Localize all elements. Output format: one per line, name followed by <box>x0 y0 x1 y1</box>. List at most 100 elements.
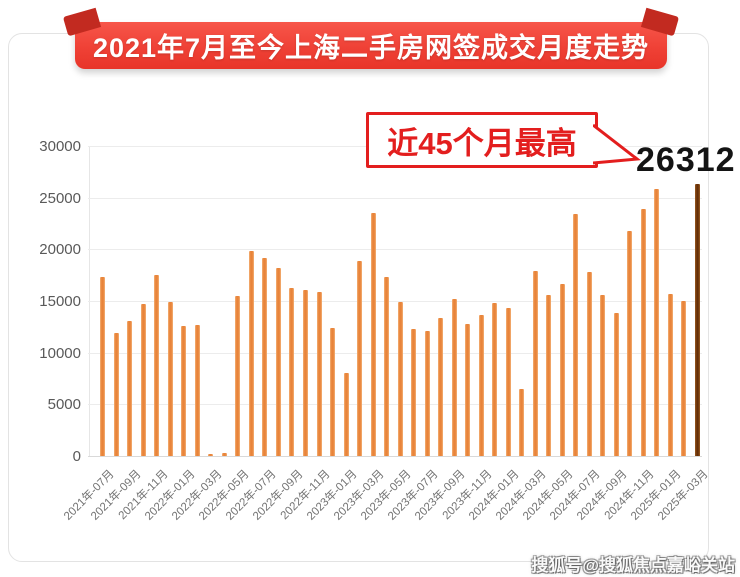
bar <box>208 454 214 456</box>
bar <box>397 302 403 456</box>
bar <box>600 294 606 456</box>
bar <box>330 327 336 456</box>
bar <box>505 308 511 456</box>
bar <box>384 277 390 456</box>
bar-slot <box>272 146 286 456</box>
bar <box>627 230 633 456</box>
bar <box>532 271 538 456</box>
bar-slot <box>339 146 353 456</box>
bar <box>343 373 349 456</box>
bar-slot <box>353 146 367 456</box>
bar-slot <box>285 146 299 456</box>
bar-slot <box>501 146 515 456</box>
bar-slot <box>650 146 664 456</box>
bar <box>316 291 322 456</box>
bar <box>519 388 525 456</box>
gridline <box>88 249 702 251</box>
bar-slot <box>393 146 407 456</box>
bar <box>465 323 471 456</box>
y-tick-label: 15000 <box>39 293 81 310</box>
bar-slot <box>191 146 205 456</box>
title-banner: 2021年7月至今上海二手房网签成交月度走势 <box>62 7 680 69</box>
bar <box>167 302 173 456</box>
bar <box>275 267 281 456</box>
bar-slot <box>299 146 313 456</box>
bars-area <box>96 146 704 456</box>
bar-slot <box>177 146 191 456</box>
bar <box>640 209 646 456</box>
bar-slot <box>326 146 340 456</box>
bar-slot <box>407 146 421 456</box>
gridline <box>88 301 702 302</box>
bar-slot <box>164 146 178 456</box>
callout-pointer-icon <box>593 123 641 165</box>
bar <box>262 257 268 456</box>
annotation-label: 近45个月最高 <box>387 125 577 161</box>
bar-slot <box>110 146 124 456</box>
bar <box>654 189 660 456</box>
bar <box>221 452 227 456</box>
bar-slot <box>569 146 583 456</box>
bar-slot <box>366 146 380 456</box>
bar <box>113 333 119 456</box>
bar <box>546 294 552 456</box>
chart-title: 2021年7月至今上海二手房网签成交月度走势 <box>92 33 650 63</box>
bar-slot <box>461 146 475 456</box>
bar <box>451 298 457 456</box>
bar-slot <box>664 146 678 456</box>
bar-slot <box>312 146 326 456</box>
bar-slot <box>556 146 570 456</box>
annotation-callout: 近45个月最高 <box>366 112 598 168</box>
bar-slot <box>123 146 137 456</box>
y-tick-label: 25000 <box>39 189 81 207</box>
y-tick-label: 20000 <box>39 241 81 259</box>
bar-slot <box>677 146 691 456</box>
bar <box>681 301 687 456</box>
bar-slot <box>474 146 488 456</box>
bar-slot <box>583 146 597 456</box>
gridline <box>88 404 702 406</box>
bar-slot <box>420 146 434 456</box>
bar-slot <box>137 146 151 456</box>
bar-slot <box>515 146 529 456</box>
y-tick-label: 10000 <box>39 344 81 362</box>
bar <box>100 277 106 456</box>
bar <box>140 304 146 456</box>
y-tick-label: 5000 <box>47 396 81 414</box>
bar <box>302 289 308 456</box>
bar <box>357 260 363 456</box>
bar <box>613 313 619 456</box>
gridline <box>88 352 702 354</box>
bar-slot <box>447 146 461 456</box>
bar-slot <box>596 146 610 456</box>
bar <box>370 213 376 456</box>
bar-slot <box>231 146 245 456</box>
bar <box>194 324 200 456</box>
bar-slot <box>488 146 502 456</box>
bar <box>559 284 565 456</box>
bar <box>181 325 187 456</box>
bar-slot <box>691 146 705 456</box>
bar-slot <box>529 146 543 456</box>
bar <box>478 315 484 456</box>
bar <box>438 317 444 456</box>
y-tick-label: 0 <box>72 448 81 465</box>
bar <box>154 275 160 456</box>
bar-slot <box>258 146 272 456</box>
bar-slot <box>542 146 556 456</box>
bar <box>573 214 579 456</box>
bar-slot <box>96 146 110 456</box>
bar <box>248 251 254 456</box>
gridline <box>88 456 702 457</box>
bar <box>667 293 673 456</box>
bar-slot <box>150 146 164 456</box>
bar-slot <box>637 146 651 456</box>
gridline <box>88 197 702 199</box>
bar-slot <box>204 146 218 456</box>
bar <box>492 303 498 456</box>
bar-slot <box>380 146 394 456</box>
watermark: 搜狐号@搜狐焦点嘉峪关站 <box>531 556 735 575</box>
bar <box>235 295 241 456</box>
bar <box>424 330 430 456</box>
